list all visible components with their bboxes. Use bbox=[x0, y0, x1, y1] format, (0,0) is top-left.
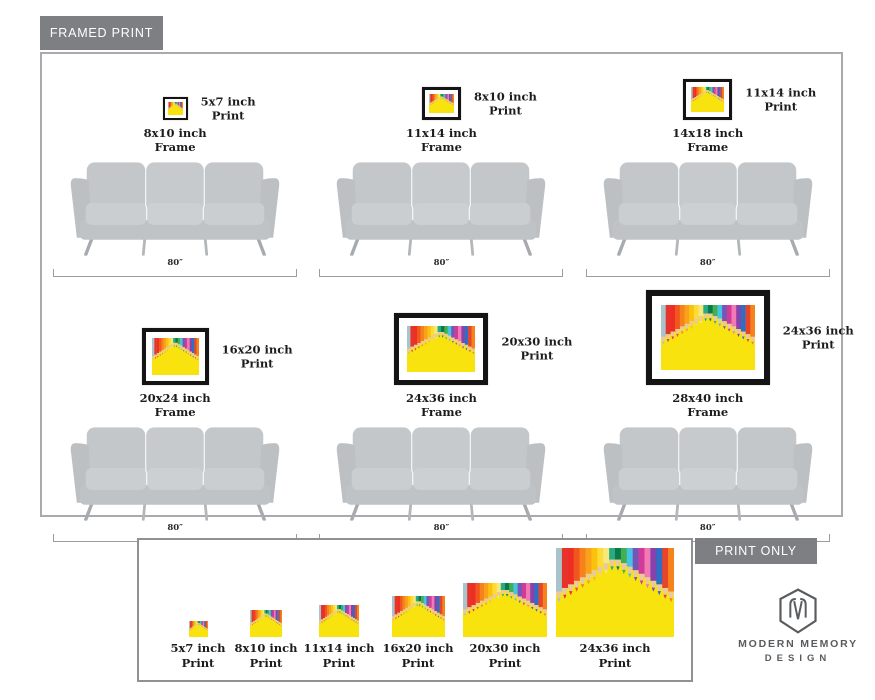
print-item-5: 20x30 inch Print bbox=[461, 583, 549, 670]
print-size-label: 20x30 inch Print bbox=[469, 641, 541, 670]
pencil-art-image bbox=[660, 305, 755, 370]
print-size-label: 16x20 inch Print bbox=[221, 342, 293, 371]
pencil-art-image bbox=[188, 621, 208, 638]
frame-size-label: 24x36 inch Frame bbox=[405, 391, 477, 420]
pencil-art-image bbox=[319, 605, 359, 638]
pencil-art-image bbox=[556, 548, 674, 638]
framed-row-2: 16x20 inch Print 20x24 inch Frame 80″ bbox=[42, 285, 854, 542]
picture-frame bbox=[421, 87, 461, 120]
sofa-illustration bbox=[589, 421, 827, 521]
print-only-tab-label: PRINT ONLY bbox=[695, 538, 817, 564]
picture-frame bbox=[394, 313, 489, 385]
print-size-label: 8x10 inch Print bbox=[473, 89, 537, 118]
print-item-1: 5x7 inch Print bbox=[167, 621, 229, 670]
sofa-width-label: 80″ bbox=[699, 258, 716, 268]
picture-frame bbox=[141, 328, 209, 385]
print-item-3: 11x14 inch Print bbox=[303, 605, 375, 670]
picture-frame bbox=[162, 97, 188, 120]
pencil-art-image bbox=[167, 102, 183, 115]
framed-group-3: 11x14 inch Print 14x18 inch Frame 80″ bbox=[575, 60, 841, 277]
print-only-panel: 5x7 inch Print 8x10 inch Print 11x14 inc… bbox=[137, 538, 693, 682]
sofa-width-dimension: 80″ bbox=[585, 258, 830, 277]
print-size-label: 5x7 inch Print bbox=[200, 94, 256, 123]
frame-size-label: 14x18 inch Frame bbox=[672, 126, 744, 155]
sofa-illustration bbox=[322, 421, 560, 521]
pencil-art-image bbox=[428, 94, 454, 113]
print-item-4: 16x20 inch Print bbox=[379, 596, 457, 670]
pencil-art-image bbox=[391, 596, 445, 638]
frame-size-label: 20x24 inch Frame bbox=[139, 391, 211, 420]
print-size-label: 16x20 inch Print bbox=[382, 641, 454, 670]
framed-group-4: 16x20 inch Print 20x24 inch Frame 80″ bbox=[42, 285, 308, 542]
dimension-line bbox=[53, 269, 298, 277]
picture-frame bbox=[645, 290, 770, 385]
print-size-label: 5x7 inch Print bbox=[170, 641, 226, 670]
sofa-illustration bbox=[56, 421, 294, 521]
framed-group-1: 5x7 inch Print 8x10 inch Frame 80″ bbox=[42, 60, 308, 277]
print-size-label: 24x36 inch Print bbox=[782, 323, 854, 352]
sofa-width-dimension: 80″ bbox=[319, 258, 564, 277]
picture-frame bbox=[683, 79, 733, 120]
sofa-width-label: 80″ bbox=[699, 523, 716, 533]
print-size-label: 11x14 inch Print bbox=[745, 85, 817, 114]
brand-logo-icon bbox=[779, 588, 817, 634]
sofa-illustration bbox=[589, 156, 827, 256]
print-size-label: 20x30 inch Print bbox=[501, 334, 573, 363]
framed-group-2: 8x10 inch Print 11x14 inch Frame 80″ bbox=[308, 60, 574, 277]
sofa-width-dimension: 80″ bbox=[53, 258, 298, 277]
sofa-illustration bbox=[56, 156, 294, 256]
print-item-6: 24x36 inch Print bbox=[553, 548, 677, 670]
pencil-art-image bbox=[691, 87, 725, 112]
framed-print-tab-label: FRAMED PRINT bbox=[40, 16, 163, 50]
sofa-illustration bbox=[322, 156, 560, 256]
brand-subname: DESIGN bbox=[764, 653, 832, 664]
frame-size-label: 8x10 inch Frame bbox=[143, 126, 207, 155]
brand-name: MODERN MEMORY bbox=[738, 638, 858, 650]
print-size-label: 11x14 inch Print bbox=[303, 641, 375, 670]
print-size-label: 24x36 inch Print bbox=[579, 641, 651, 670]
sofa-width-label: 80″ bbox=[433, 523, 450, 533]
pencil-art-image bbox=[463, 583, 547, 638]
sofa-width-label: 80″ bbox=[433, 258, 450, 268]
dimension-line bbox=[319, 269, 564, 277]
framed-row-1: 5x7 inch Print 8x10 inch Frame 80″ bbox=[42, 60, 841, 277]
framed-group-5: 20x30 inch Print 24x36 inch Frame 80″ bbox=[308, 285, 574, 542]
brand-logo: MODERN MEMORY DESIGN bbox=[722, 588, 874, 664]
framed-print-panel: 5x7 inch Print 8x10 inch Frame 80″ bbox=[40, 52, 854, 542]
print-size-label: 8x10 inch Print bbox=[234, 641, 298, 670]
dimension-line bbox=[585, 269, 830, 277]
frame-size-label: 11x14 inch Frame bbox=[405, 126, 477, 155]
print-item-2: 8x10 inch Print bbox=[233, 610, 299, 670]
pencil-art-image bbox=[151, 338, 199, 375]
framed-group-6: 24x36 inch Print 28x40 inch Frame 80″ bbox=[575, 285, 854, 542]
pencil-art-image bbox=[250, 610, 282, 638]
sofa-width-label: 80″ bbox=[167, 523, 183, 533]
sofa-width-label: 80″ bbox=[167, 258, 183, 268]
frame-size-label: 28x40 inch Frame bbox=[672, 391, 744, 420]
pencil-art-image bbox=[407, 326, 476, 372]
